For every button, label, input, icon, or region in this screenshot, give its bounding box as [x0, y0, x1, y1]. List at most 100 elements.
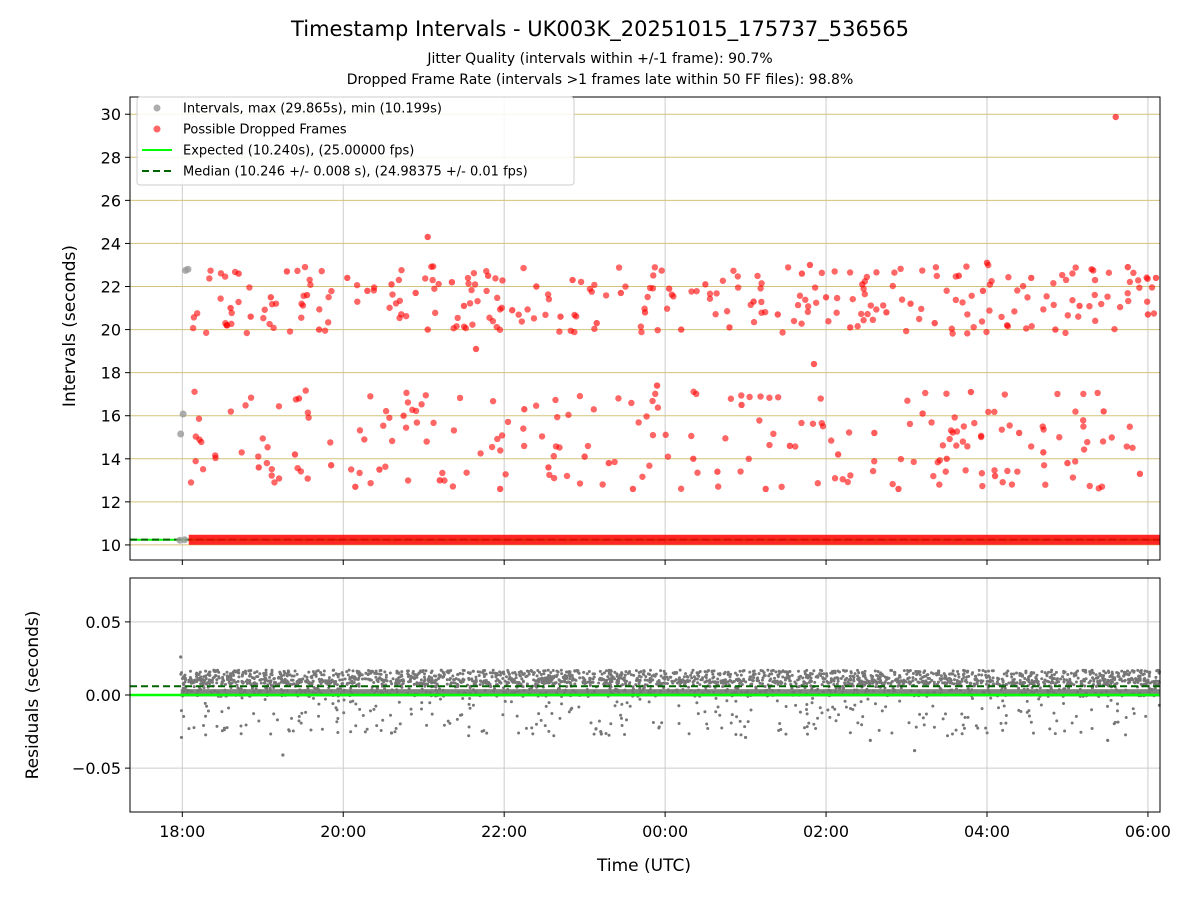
- dropped-frame-point: [1091, 276, 1099, 284]
- residual-point: [722, 678, 726, 682]
- residual-point: [737, 677, 741, 681]
- dropped-frame-point: [515, 311, 522, 318]
- residual-point: [844, 705, 848, 709]
- residual-point: [1017, 686, 1021, 690]
- dropped-frame-point: [1027, 443, 1035, 450]
- dropped-frame-point: [483, 287, 490, 295]
- residual-point: [738, 669, 742, 673]
- dropped-frame-point: [730, 267, 737, 274]
- dropped-frame-point-34: [617, 289, 625, 297]
- dropped-frame-point: [754, 272, 761, 280]
- residual-point: [1154, 675, 1158, 679]
- residual-point: [531, 732, 535, 736]
- residual-point: [423, 672, 427, 676]
- residual-point: [704, 680, 708, 684]
- residual-point: [638, 686, 642, 690]
- residual-point: [781, 675, 785, 679]
- residual-point: [1109, 698, 1113, 702]
- dropped-frame-point: [1072, 264, 1079, 271]
- residual-point: [848, 731, 852, 735]
- residual-point: [874, 680, 878, 684]
- residual-point: [822, 672, 826, 676]
- residual-point: [282, 673, 286, 677]
- residual-point: [625, 701, 629, 705]
- dropped-frame-point: [670, 293, 677, 300]
- residual-point: [291, 729, 295, 733]
- residual-point: [283, 671, 287, 675]
- dropped-frame-point: [1069, 474, 1077, 481]
- dropped-frame-point: [402, 424, 410, 431]
- residual-point: [636, 678, 640, 682]
- residual-point: [216, 668, 220, 672]
- residual-point: [1050, 673, 1054, 677]
- residual-point: [516, 681, 520, 685]
- dropped-frame-point: [271, 479, 278, 486]
- residual-point: [388, 671, 392, 675]
- dropped-frame-point: [766, 441, 773, 449]
- dropped-frame-point: [761, 308, 769, 316]
- dropped-frame-point: [922, 389, 929, 397]
- residual-point: [651, 678, 655, 682]
- residual-point: [866, 697, 870, 701]
- dropped-frame-point: [943, 287, 950, 294]
- dropped-frame-point: [951, 414, 958, 421]
- residual-point: [365, 727, 369, 731]
- residual-point: [696, 673, 700, 677]
- residual-point: [752, 672, 756, 676]
- residual-point: [345, 681, 349, 685]
- residual-point: [445, 682, 449, 686]
- residual-point: [663, 672, 667, 676]
- dropped-frame-point: [959, 299, 966, 306]
- residual-point: [578, 676, 582, 680]
- dropped-frame-point: [492, 275, 499, 282]
- residual-point: [232, 673, 236, 677]
- residual-point: [490, 675, 494, 679]
- residual-point: [748, 675, 752, 679]
- residual-point: [1101, 676, 1105, 680]
- residual-point: [229, 673, 233, 677]
- residual-point: [865, 681, 869, 685]
- residual-point: [468, 706, 472, 710]
- dropped-frame-point: [784, 264, 792, 271]
- dropped-frame-point: [649, 285, 657, 292]
- residual-point: [430, 676, 434, 680]
- residual-point: [474, 675, 478, 679]
- residual-point: [863, 683, 867, 687]
- dropped-frame-point-26: [521, 406, 528, 413]
- dropped-frame-point: [804, 308, 812, 316]
- residual-point: [577, 705, 581, 709]
- dropped-frame-point-38: [665, 285, 673, 292]
- residual-point: [678, 668, 682, 672]
- dropped-frame-point: [831, 475, 839, 482]
- residual-point: [682, 679, 686, 683]
- residual-point: [642, 672, 646, 676]
- residual-point: [926, 676, 930, 680]
- dropped-frame-point: [361, 436, 368, 443]
- residual-point: [771, 680, 775, 684]
- dropped-frame-point: [1024, 294, 1031, 301]
- residual-point: [623, 733, 627, 737]
- dropped-frame-point: [1005, 273, 1012, 281]
- residual-point: [733, 671, 737, 675]
- residual-point: [188, 669, 192, 673]
- dropped-frame-point-33: [605, 459, 612, 467]
- residual-point: [953, 674, 957, 678]
- residual-point: [549, 671, 553, 675]
- dropped-frame-point: [227, 408, 235, 415]
- residual-point: [461, 680, 465, 684]
- residual-point: [217, 675, 221, 679]
- dropped-frame-point: [321, 327, 329, 334]
- residual-point: [973, 674, 977, 678]
- residual-point: [482, 675, 486, 679]
- residual-point: [820, 711, 824, 715]
- dropped-frame-point: [814, 480, 822, 487]
- dropped-frame-point: [959, 438, 967, 445]
- residual-point: [876, 670, 880, 674]
- residual-point: [669, 675, 673, 679]
- residual-point: [871, 681, 875, 685]
- residual-point: [243, 669, 247, 673]
- residual-point: [743, 725, 747, 729]
- residual-point: [984, 726, 988, 730]
- figure-title: Timestamp Intervals - UK003K_20251015_17…: [290, 17, 909, 42]
- residual-point: [1076, 676, 1080, 680]
